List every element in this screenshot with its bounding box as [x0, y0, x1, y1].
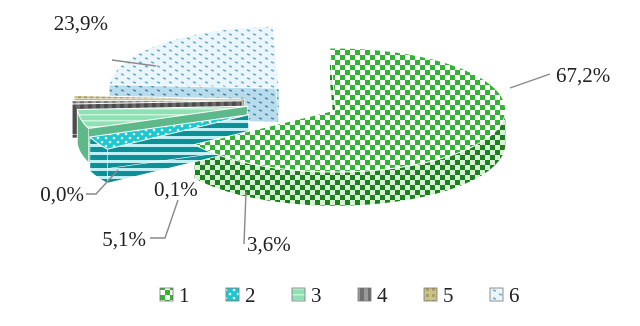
legend-label-4: 4 — [377, 283, 388, 307]
legend-label-5: 5 — [443, 283, 454, 307]
data-label-5: 0,1% — [154, 177, 198, 201]
legend-swatch-2 — [226, 288, 239, 301]
legend-label-6: 6 — [509, 283, 520, 307]
legend-swatch-6 — [490, 288, 503, 301]
legend-swatch-5 — [424, 288, 437, 301]
leader-line-1 — [510, 74, 550, 88]
data-label-1: 67,2% — [556, 63, 610, 87]
legend-swatch-3 — [292, 288, 305, 301]
data-label-3: 5,1% — [102, 227, 146, 251]
data-label-4: 0,0% — [40, 182, 84, 206]
data-label-6: 23,9% — [54, 11, 108, 35]
legend: 1 2 3 4 5 6 — [160, 283, 520, 307]
leader-line-3 — [150, 200, 178, 238]
leader-line-2 — [244, 192, 246, 244]
legend-label-2: 2 — [245, 283, 256, 307]
legend-swatch-1 — [160, 288, 173, 301]
data-label-2: 3,6% — [247, 232, 291, 256]
legend-label-3: 3 — [311, 283, 322, 307]
legend-swatch-4 — [358, 288, 371, 301]
legend-label-1: 1 — [179, 283, 190, 307]
pie-slice-6 — [109, 26, 279, 88]
